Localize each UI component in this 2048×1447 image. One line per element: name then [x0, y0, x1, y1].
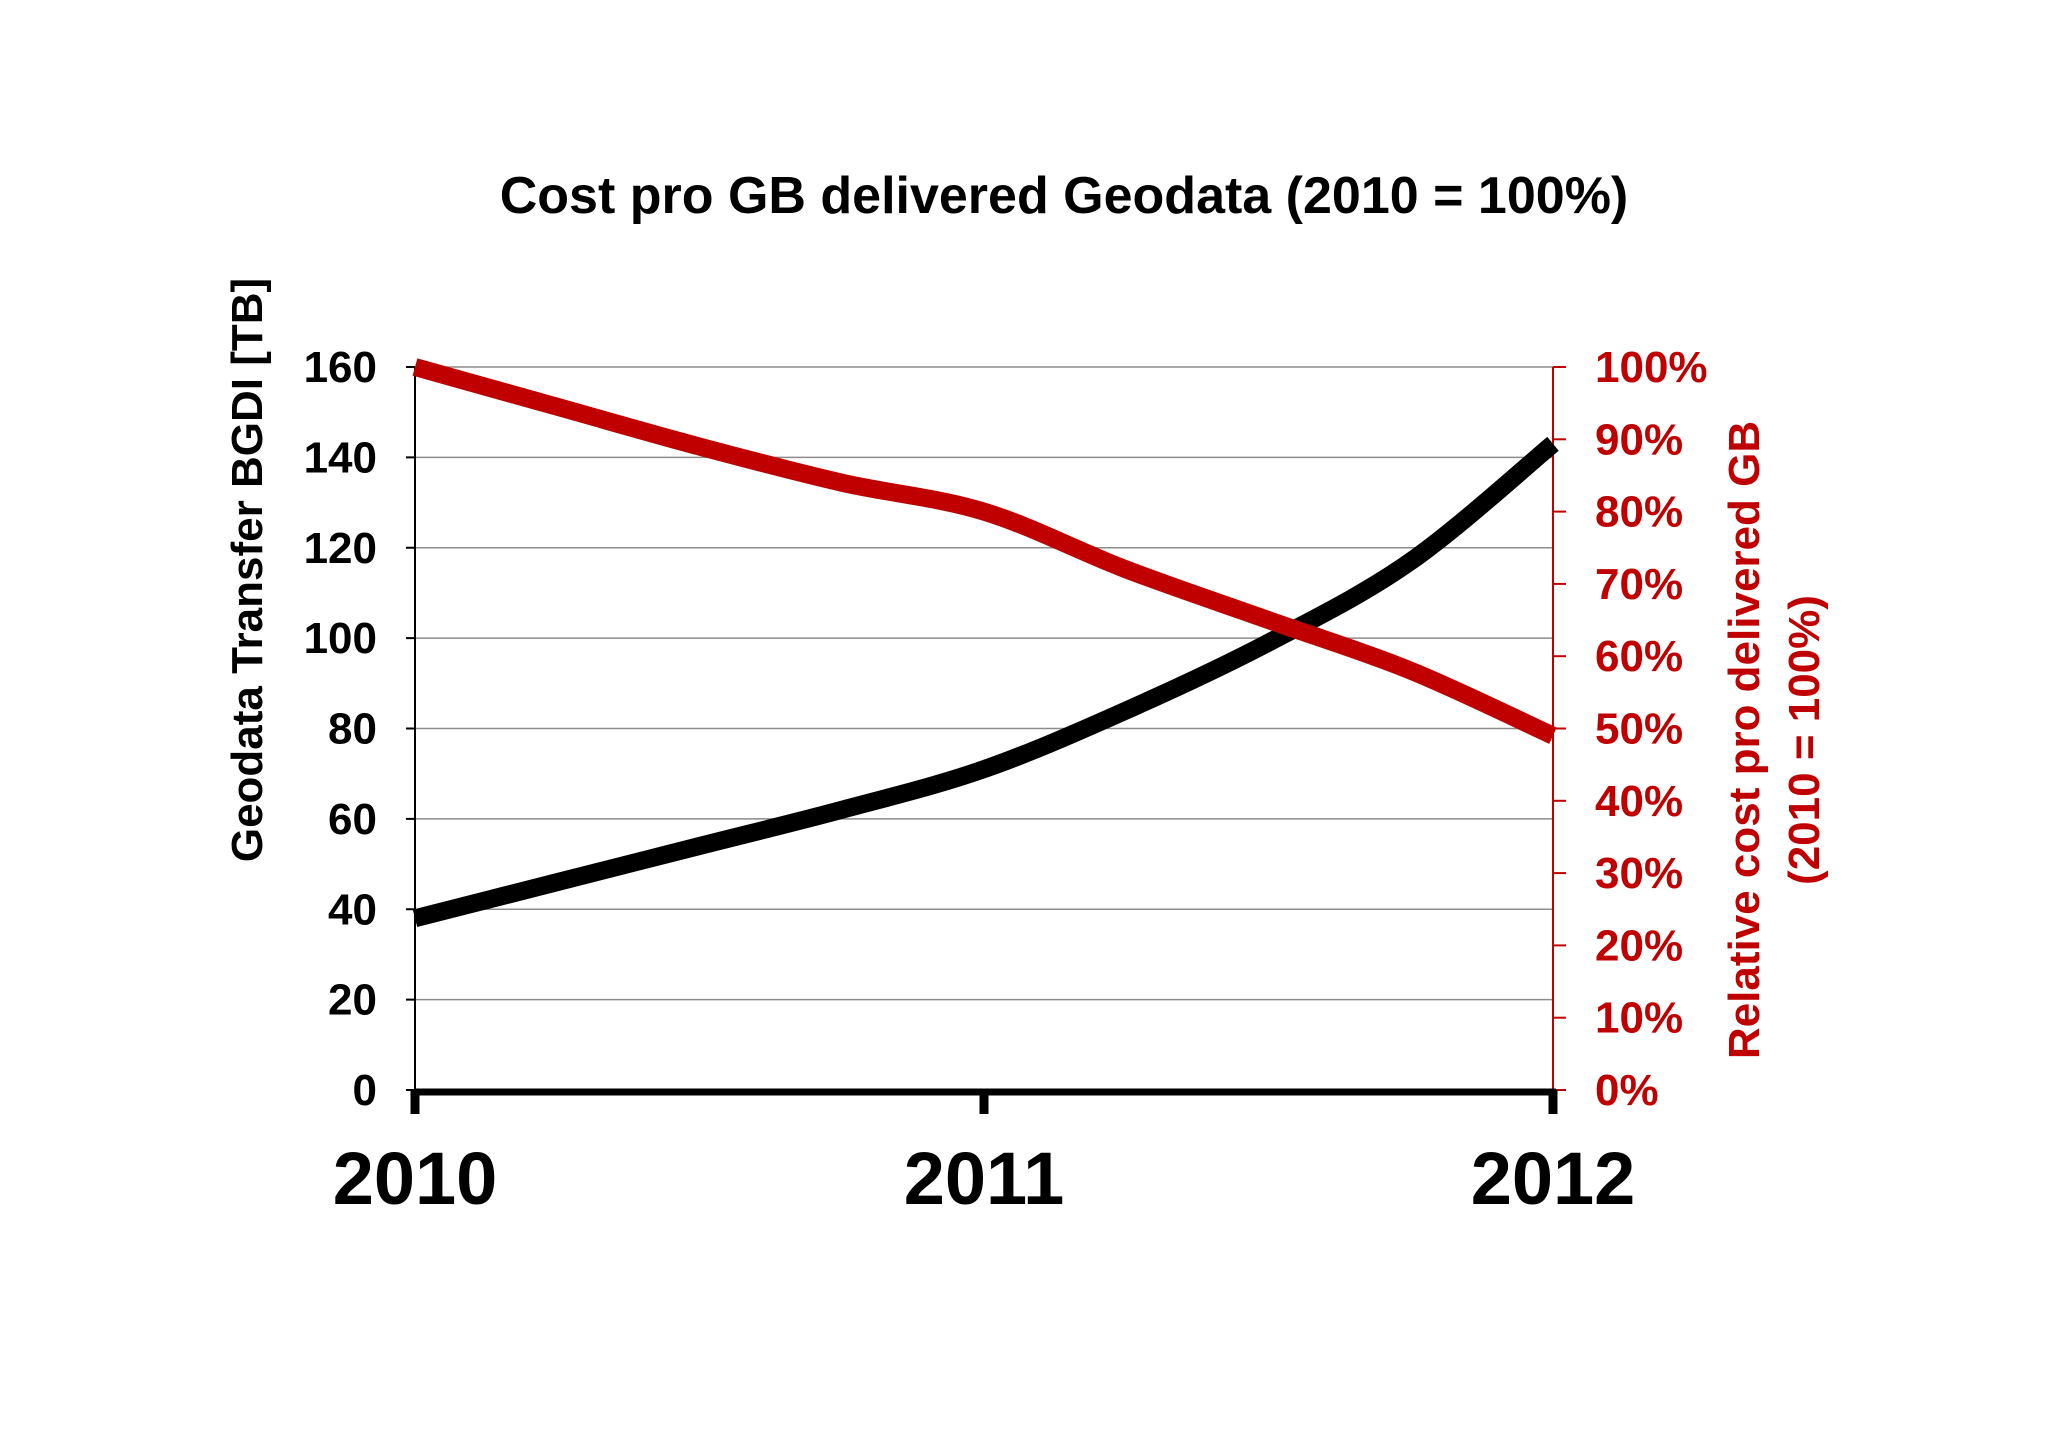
y-right-tick-label: 90% [1595, 415, 1683, 464]
y-right-tick-label: 20% [1595, 921, 1683, 970]
y-left-tick-label: 100 [304, 614, 377, 663]
y-left-tick-label: 140 [304, 433, 377, 482]
y-axis-right-label-line-1: Relative cost pro delivered GB [1720, 421, 1769, 1059]
y-left-tick-label: 80 [328, 705, 377, 754]
y-right-tick-label: 0% [1595, 1066, 1659, 1115]
y-left-tick-label: 60 [328, 795, 377, 844]
y-right-tick-label: 70% [1595, 560, 1683, 609]
series [412, 358, 1559, 928]
y-axis-left-label: Geodata Transfer BGDI [TB] [223, 278, 272, 862]
chart-title: Cost pro GB delivered Geodata (2010 = 10… [500, 167, 1629, 225]
y-left-tick-label: 160 [304, 343, 377, 392]
x-tick-label: 2010 [333, 1137, 498, 1220]
y-axis-right-label: Relative cost pro delivered GB (2010 = 1… [1720, 421, 1829, 1059]
tick-labels: 0 20 40 60 80 100 120 140 160 0% 10% 20% 30% 40% 50% 60… [304, 343, 1708, 1220]
series-line-geodata-transfer [412, 436, 1559, 928]
y-right-tick-label: 30% [1595, 849, 1683, 898]
gridlines [415, 366, 1553, 1001]
y-axis-right-label-line-2: (2010 = 100%) [1780, 595, 1829, 885]
y-right-tick-label: 60% [1595, 632, 1683, 681]
y-right-tick-label: 40% [1595, 777, 1683, 826]
axes [406, 366, 1566, 1114]
y-right-tick-label: 80% [1595, 488, 1683, 537]
y-left-tick-label: 20 [328, 976, 377, 1025]
y-right-tick-label: 50% [1595, 705, 1683, 754]
y-left-tick-label: 40 [328, 885, 377, 934]
x-tick-label: 2012 [1471, 1137, 1636, 1220]
y-right-tick-label: 10% [1595, 994, 1683, 1043]
y-left-tick-label: 120 [304, 524, 377, 573]
y-left-tick-label: 0 [353, 1066, 377, 1115]
y-right-tick-label: 100% [1595, 343, 1708, 392]
x-tick-label: 2011 [904, 1137, 1065, 1220]
series-line-relative-cost [412, 358, 1557, 744]
